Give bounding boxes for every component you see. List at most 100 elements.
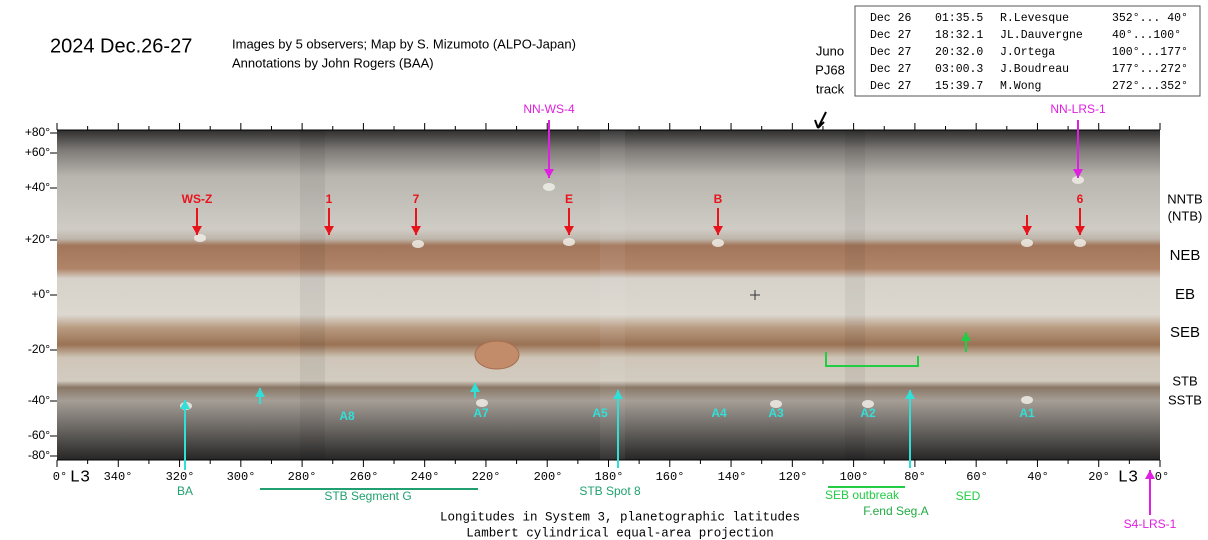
latitude-label: -40°: [28, 393, 50, 407]
longitude-label: 80°: [904, 470, 926, 484]
cyan-label: A8: [339, 409, 355, 423]
latitude-label: -20°: [28, 342, 50, 356]
white-oval: [563, 238, 575, 246]
longitude-label: 0°: [1155, 470, 1169, 484]
cyan-label: A2: [860, 406, 876, 420]
longitude-label: 280°: [288, 470, 317, 484]
table-cell: 352°... 40°: [1112, 12, 1188, 25]
longitude-label: 260°: [350, 470, 379, 484]
white-oval: [412, 240, 424, 248]
green-label: SED: [956, 489, 981, 503]
red-label: B: [714, 192, 723, 206]
footer: Longitudes in System 3, planetographic l…: [440, 510, 800, 524]
table-cell: 100°...177°: [1112, 46, 1188, 59]
magenta-label: S4-LRS-1: [1124, 517, 1177, 531]
cyan-label: A5: [592, 406, 608, 420]
table-cell: 20:32.0: [935, 46, 983, 59]
juno-label: Juno: [816, 43, 844, 58]
magenta-arrow-head: [1145, 470, 1155, 479]
page: {"header": {"title": "2024 Dec.26-27", "…: [0, 0, 1208, 540]
belt-label: STB: [1172, 373, 1197, 388]
longitude-label: L3: [70, 468, 90, 487]
longitude-label: 60°: [966, 470, 988, 484]
green-label: BA: [177, 484, 193, 498]
belt-label: SSTB: [1168, 392, 1202, 407]
table-cell: 272°...352°: [1112, 80, 1188, 93]
longitude-label: 160°: [656, 470, 685, 484]
longitude-label: 40°: [1027, 470, 1049, 484]
seam: [300, 130, 325, 460]
cyan-label: A1: [1019, 406, 1035, 420]
red-label: E: [565, 192, 573, 206]
longitude-label: 340°: [104, 470, 133, 484]
table-cell: 03:00.3: [935, 63, 983, 76]
longitude-label: 240°: [411, 470, 440, 484]
belt-label: NEB: [1170, 247, 1201, 264]
latitude-label: +60°: [25, 145, 50, 159]
table-cell: JL.Dauvergne: [1000, 29, 1083, 42]
belt-label: NNTB: [1167, 191, 1202, 206]
cyan-label: A4: [711, 406, 727, 420]
juno-label: track: [816, 81, 845, 96]
belt-label: SEB: [1170, 324, 1200, 341]
longitude-label: 320°: [166, 470, 195, 484]
red-label: 6: [1077, 192, 1084, 206]
footer: Lambert cylindrical equal-area projectio…: [466, 526, 774, 540]
credit: Images by 5 observers; Map by S. Mizumot…: [232, 36, 576, 51]
red-label: WS-Z: [182, 192, 213, 206]
longitude-label: 120°: [779, 470, 808, 484]
cyan-label: A7: [473, 406, 489, 420]
white-oval: [1021, 396, 1033, 404]
table-cell: 01:35.5: [935, 12, 983, 25]
white-oval: [1074, 239, 1086, 247]
longitude-label: 140°: [718, 470, 747, 484]
latitude-label: +0°: [32, 287, 51, 301]
magenta-label: NN-LRS-1: [1050, 102, 1106, 116]
latitude-label: +40°: [25, 180, 50, 194]
white-oval: [543, 183, 555, 191]
table-cell: 40°...100°: [1112, 29, 1181, 42]
latitude-label: -60°: [28, 428, 50, 442]
longitude-label: 20°: [1088, 470, 1110, 484]
credit: Annotations by John Rogers (BAA): [232, 55, 434, 70]
great-red-spot: [475, 341, 519, 369]
longitude-label: 200°: [534, 470, 563, 484]
table-cell: M.Wong: [1000, 80, 1041, 93]
white-oval: [194, 234, 206, 242]
longitude-label: 300°: [227, 470, 256, 484]
red-label: 1: [326, 192, 333, 206]
juno-label: PJ68: [815, 62, 845, 77]
juno-arrow: [815, 112, 826, 128]
longitude-label: 0°: [53, 470, 67, 484]
title: 2024 Dec.26-27: [50, 35, 192, 57]
latitude-label: +20°: [25, 232, 50, 246]
table-cell: Dec 27: [870, 63, 911, 76]
green-label: SEB outbreak: [825, 488, 900, 502]
longitude-label: L3: [1118, 468, 1138, 487]
map-figure: 2024 Dec.26-27 Images by 5 observers; Map…: [0, 0, 1208, 540]
green-label: F.end Seg.A: [863, 504, 928, 518]
white-oval: [712, 239, 724, 247]
red-label: 7: [413, 192, 420, 206]
longitude-label: 100°: [840, 470, 869, 484]
green-label: STB Spot 8: [579, 484, 641, 498]
table-cell: Dec 27: [870, 29, 911, 42]
table-cell: Dec 26: [870, 12, 912, 25]
belt-label: (NTB): [1168, 208, 1203, 223]
table-cell: 15:39.7: [935, 80, 983, 93]
cyan-label: A3: [768, 406, 784, 420]
table-cell: 177°...272°: [1112, 63, 1188, 76]
table-cell: J.Ortega: [1000, 46, 1055, 59]
magenta-label: NN-WS-4: [523, 102, 575, 116]
white-oval: [1021, 239, 1033, 247]
belt-label: EB: [1175, 286, 1195, 303]
longitude-label: 220°: [472, 470, 501, 484]
table-cell: Dec 27: [870, 80, 911, 93]
latitude-label: +80°: [25, 125, 50, 139]
green-label: STB Segment G: [324, 489, 411, 503]
table-cell: R.Levesque: [1000, 12, 1069, 25]
table-cell: Dec 27: [870, 46, 911, 59]
table-cell: 18:32.1: [935, 29, 983, 42]
table-cell: J.Boudreau: [1000, 63, 1069, 76]
latitude-label: -80°: [28, 448, 50, 462]
